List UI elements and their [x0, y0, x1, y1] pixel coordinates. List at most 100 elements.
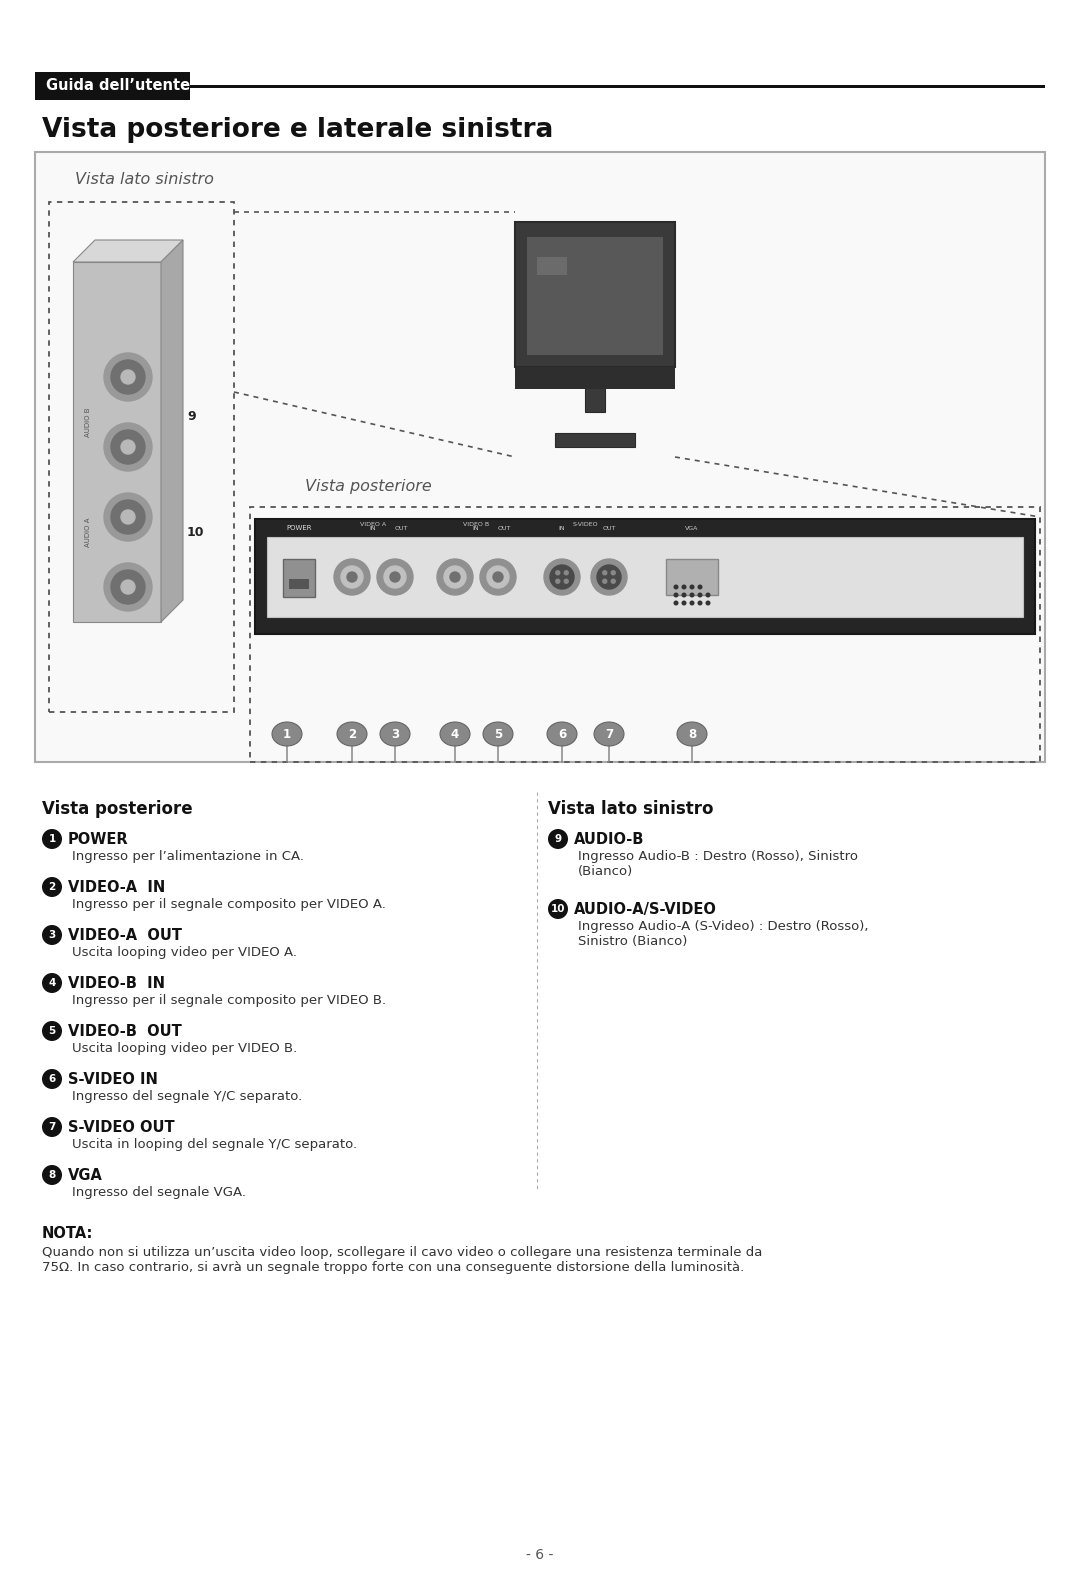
Text: AUDIO B: AUDIO B [85, 407, 91, 437]
Circle shape [384, 565, 406, 588]
Circle shape [548, 828, 568, 849]
Circle shape [377, 559, 413, 596]
Circle shape [42, 828, 62, 849]
Circle shape [104, 423, 152, 470]
Bar [515, 222, 675, 367]
Text: Ingresso del segnale VGA.: Ingresso del segnale VGA. [72, 1186, 246, 1199]
Text: - 6 -: - 6 - [526, 1548, 554, 1562]
Text: 7: 7 [605, 727, 613, 740]
Text: 10: 10 [551, 904, 565, 914]
Text: AUDIO-B: AUDIO-B [573, 832, 645, 847]
Text: Vista lato sinistro: Vista lato sinistro [75, 173, 214, 187]
Text: POWER: POWER [68, 832, 129, 847]
Circle shape [674, 584, 678, 589]
Text: VIDEO B: VIDEO B [463, 521, 489, 526]
Circle shape [556, 580, 559, 583]
Text: 4: 4 [450, 727, 459, 740]
Circle shape [42, 973, 62, 993]
Circle shape [111, 360, 145, 394]
Text: 8: 8 [49, 1171, 56, 1180]
Bar [35, 71, 190, 100]
Text: 9: 9 [187, 410, 195, 423]
Circle shape [674, 592, 678, 597]
Circle shape [487, 565, 509, 588]
Text: Vista lato sinistro: Vista lato sinistro [548, 800, 714, 817]
Circle shape [564, 570, 568, 575]
Ellipse shape [483, 722, 513, 746]
Text: IN: IN [473, 526, 480, 532]
Circle shape [698, 602, 702, 605]
Text: 4: 4 [49, 977, 56, 988]
Text: OUT: OUT [603, 526, 616, 532]
Circle shape [334, 559, 370, 596]
Bar [35, 152, 1045, 762]
Circle shape [674, 602, 678, 605]
Text: Vista posteriore: Vista posteriore [305, 480, 432, 494]
Circle shape [42, 878, 62, 897]
Circle shape [603, 580, 607, 583]
Text: 3: 3 [49, 930, 56, 939]
Ellipse shape [380, 722, 410, 746]
Circle shape [690, 592, 693, 597]
Text: NOTA:: NOTA: [42, 1226, 93, 1240]
Circle shape [683, 592, 686, 597]
Text: Ingresso del segnale Y/C separato.: Ingresso del segnale Y/C separato. [72, 1090, 302, 1102]
Bar [267, 537, 1023, 618]
Bar [666, 559, 718, 596]
Circle shape [548, 900, 568, 919]
Text: S-VIDEO OUT: S-VIDEO OUT [68, 1120, 175, 1136]
Bar [527, 238, 663, 355]
Text: 9: 9 [554, 835, 562, 844]
Text: AUDIO-A/S-VIDEO: AUDIO-A/S-VIDEO [573, 901, 717, 917]
Circle shape [42, 1117, 62, 1137]
Circle shape [706, 592, 710, 597]
Text: 7: 7 [49, 1121, 56, 1133]
Ellipse shape [677, 722, 707, 746]
Circle shape [390, 572, 400, 581]
Circle shape [437, 559, 473, 596]
Circle shape [42, 1022, 62, 1041]
Circle shape [683, 602, 686, 605]
Text: VIDEO A: VIDEO A [360, 521, 386, 526]
Circle shape [556, 570, 559, 575]
Text: IN: IN [369, 526, 376, 532]
Ellipse shape [594, 722, 624, 746]
Bar [283, 559, 315, 597]
Circle shape [104, 562, 152, 611]
Circle shape [706, 602, 710, 605]
Text: 2: 2 [49, 882, 56, 892]
Circle shape [698, 584, 702, 589]
Text: OUT: OUT [497, 526, 511, 532]
Text: 10: 10 [187, 526, 204, 539]
Circle shape [480, 559, 516, 596]
Circle shape [683, 584, 686, 589]
Text: Ingresso per l’alimentazione in CA.: Ingresso per l’alimentazione in CA. [72, 851, 303, 863]
Circle shape [597, 565, 621, 589]
Circle shape [690, 602, 693, 605]
Text: VIDEO-B  IN: VIDEO-B IN [68, 976, 165, 992]
Circle shape [121, 510, 135, 524]
Text: VIDEO-A  OUT: VIDEO-A OUT [68, 928, 183, 942]
Ellipse shape [546, 722, 577, 746]
Text: POWER: POWER [286, 524, 312, 531]
Text: S-VIDEO IN: S-VIDEO IN [68, 1072, 158, 1087]
Bar [555, 432, 635, 447]
Text: Ingresso Audio-B : Destro (Rosso), Sinistro
(Bianco): Ingresso Audio-B : Destro (Rosso), Sinis… [578, 851, 858, 878]
Text: Uscita in looping del segnale Y/C separato.: Uscita in looping del segnale Y/C separa… [72, 1137, 357, 1152]
Circle shape [42, 1069, 62, 1090]
Bar [255, 520, 1035, 634]
Text: VIDEO-B  OUT: VIDEO-B OUT [68, 1023, 181, 1039]
Circle shape [111, 429, 145, 464]
Circle shape [444, 565, 465, 588]
Bar [537, 257, 567, 276]
Text: Quando non si utilizza un’uscita video loop, scollegare il cavo video o collegar: Quando non si utilizza un’uscita video l… [42, 1247, 762, 1274]
Circle shape [492, 572, 503, 581]
Circle shape [111, 501, 145, 534]
Ellipse shape [337, 722, 367, 746]
Text: Ingresso per il segnale composito per VIDEO A.: Ingresso per il segnale composito per VI… [72, 898, 386, 911]
Text: VGA: VGA [686, 526, 699, 532]
Text: VGA: VGA [68, 1167, 103, 1183]
Circle shape [564, 580, 568, 583]
Circle shape [121, 371, 135, 383]
Text: 6: 6 [49, 1074, 56, 1083]
